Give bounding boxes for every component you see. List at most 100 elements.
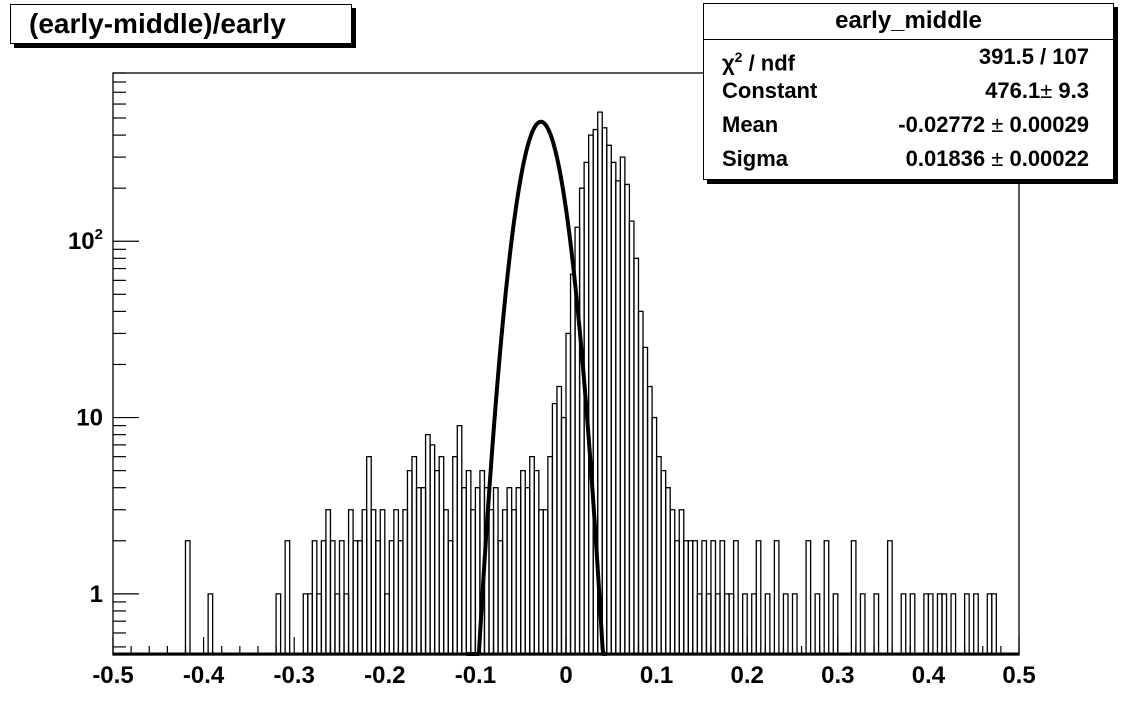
sigma-error: 0.00022: [1009, 146, 1089, 171]
histogram-bin: [207, 593, 214, 655]
histogram-bin: [497, 540, 504, 655]
histogram-bin: [506, 487, 513, 655]
constant-error: 9.3: [1058, 78, 1089, 103]
x-tick-label: -0.4: [183, 662, 225, 689]
histogram-bin: [578, 187, 585, 655]
sigma-value: 0.01836 ± 0.00022: [906, 142, 1089, 176]
x-tick-label: -0.5: [92, 662, 133, 689]
histogram-bin: [674, 540, 680, 655]
x-tick-label: 0.4: [912, 662, 946, 689]
mean-error: 0.00029: [1009, 112, 1089, 137]
histogram-bin: [886, 540, 893, 655]
histogram-bin: [406, 469, 413, 655]
histogram-bin: [986, 593, 993, 655]
histogram-bin: [705, 593, 712, 655]
gaussian-fit-curve: [465, 119, 609, 656]
histogram-bin: [515, 487, 522, 655]
histogram-bin: [950, 593, 957, 655]
x-tick-label: -0.1: [455, 662, 496, 689]
histogram-bin: [275, 593, 282, 655]
histogram-bin: [424, 433, 431, 655]
histogram-bin: [665, 487, 671, 655]
histogram-bin: [343, 593, 350, 655]
histogram-bin: [375, 540, 381, 655]
histogram-bin: [719, 540, 726, 655]
histogram-bin: [560, 416, 567, 655]
histogram-bin: [388, 540, 395, 655]
chi2-value: 391.5 / 107: [978, 44, 1089, 69]
x-tick-label: 0: [559, 662, 572, 689]
histogram-bin: [370, 509, 377, 655]
histogram-bin: [470, 509, 477, 655]
histogram-bin: [556, 385, 563, 655]
histogram-bin: [923, 593, 930, 655]
histogram-bin: [529, 456, 535, 655]
histogram-bin: [805, 540, 812, 655]
histogram-bin: [366, 456, 372, 655]
plus-minus-sign: ±: [1040, 78, 1053, 103]
histogram-bin: [628, 220, 635, 655]
histogram-bin: [619, 156, 626, 655]
histogram-bin: [873, 593, 880, 655]
constant-value: 476.1± 9.3: [985, 74, 1089, 108]
histogram-bin: [461, 487, 467, 655]
chi-sup: 2: [734, 49, 743, 65]
histogram-bin: [352, 540, 359, 655]
y-tick-label: 102: [68, 226, 103, 255]
histogram-bin: [538, 509, 544, 655]
histogram-bin: [415, 487, 422, 655]
histogram-bin: [791, 593, 798, 655]
histogram-bin: [542, 509, 549, 655]
histogram-bin: [307, 593, 313, 655]
histogram-bin: [973, 593, 979, 655]
histogram-bin: [184, 540, 191, 655]
histogram-bin: [814, 593, 821, 655]
histogram-bin: [588, 134, 594, 655]
plus-minus-sign: ±: [991, 146, 1004, 171]
histogram-bin: [936, 593, 943, 655]
histogram-bin: [384, 593, 390, 655]
histogram-bin: [692, 540, 699, 655]
histogram-bin: [379, 509, 386, 655]
histogram-bin: [823, 540, 830, 655]
histogram-bin: [669, 509, 676, 655]
histogram-bin: [501, 509, 508, 655]
plus-minus-sign: ±: [991, 112, 1004, 137]
histogram-bin: [683, 540, 689, 655]
y-tick-label: 10: [76, 405, 103, 432]
constant-label: Constant: [722, 78, 818, 103]
histogram-bin: [723, 593, 730, 655]
x-tick-label: 0.3: [821, 662, 854, 689]
histogram-bin: [714, 593, 721, 655]
stat-row-constant: Constant 476.1± 9.3: [704, 74, 1113, 108]
histogram-bin: [859, 593, 866, 655]
x-tick-labels: -0.5 -0.4 -0.3 -0.2 -0.1 0 0.1 0.2 0.3 0.4 0.5: [92, 662, 1035, 689]
chi2-label-rest: / ndf: [742, 50, 796, 76]
histogram-bin: [338, 540, 345, 655]
histogram-bin: [452, 456, 458, 655]
histogram-bin: [510, 509, 517, 655]
mean-value: -0.02772 ± 0.00029: [898, 108, 1089, 142]
histogram-bin: [742, 593, 748, 655]
stats-box: early_middle χ2 / ndf 391.5 / 107 Consta…: [703, 3, 1114, 180]
histogram-bin: [361, 509, 368, 655]
histogram-bin: [488, 509, 495, 655]
x-tick-label: 0.2: [731, 662, 764, 689]
histogram-bin: [773, 540, 780, 655]
histogram-title: (early-middle)/early: [10, 4, 352, 44]
histogram-bin: [465, 469, 472, 655]
histogram-bin: [524, 487, 531, 655]
histogram-bins: [113, 111, 1019, 656]
histogram-bin: [732, 540, 739, 655]
histogram-bin: [850, 540, 857, 655]
histogram-bin: [565, 332, 572, 655]
chi-symbol: χ: [722, 50, 735, 76]
histogram-bin: [311, 540, 318, 655]
histogram-bin: [764, 593, 771, 655]
histogram-bin: [909, 593, 916, 655]
histogram-bin: [696, 593, 703, 655]
histogram-bin: [393, 509, 400, 655]
y-tick-label: 1: [90, 581, 103, 608]
histogram-bin: [701, 540, 708, 655]
